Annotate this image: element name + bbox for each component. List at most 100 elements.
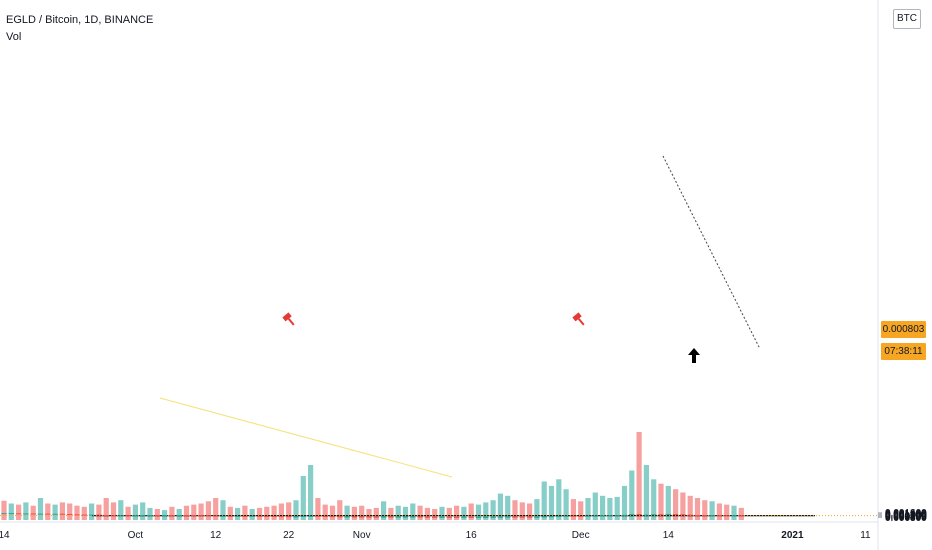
candle-body — [519, 516, 525, 518]
candle-body — [154, 515, 160, 517]
volume-bar — [673, 489, 679, 520]
candle-body — [541, 516, 547, 518]
candle-body — [432, 516, 438, 518]
volume-bar — [300, 476, 306, 520]
volume-bar — [651, 479, 657, 520]
volume-bar — [424, 507, 430, 520]
volume-bar — [716, 503, 722, 520]
candle-body — [497, 516, 504, 518]
volume-bar — [220, 500, 226, 520]
volume-bar — [592, 492, 598, 520]
y-tick-label: 0.000300 — [885, 513, 927, 524]
candle-body — [344, 516, 350, 518]
candle-body — [468, 516, 474, 518]
lower-trend-line — [159, 397, 453, 478]
candle-body — [672, 514, 679, 516]
candle-body — [205, 515, 212, 517]
volume-bar — [308, 465, 314, 520]
candle-body — [395, 516, 401, 518]
volume-bar — [417, 505, 423, 520]
symbol-title[interactable]: EGLD / Bitcoin, 1D, BINANCE — [6, 14, 154, 26]
volume-bar — [680, 492, 686, 520]
candle-body — [125, 515, 131, 517]
volume-bar — [548, 485, 555, 520]
volume-bar — [132, 504, 138, 520]
candle-body — [96, 514, 102, 516]
volume-bar — [724, 504, 730, 520]
volume-bar — [505, 495, 511, 520]
volume-bar — [556, 479, 562, 520]
candle-body — [30, 513, 36, 515]
candle-body — [585, 515, 591, 517]
candle-body — [183, 515, 190, 517]
volume-bar — [366, 509, 372, 520]
candle-body — [629, 514, 635, 516]
candle-body — [417, 516, 423, 518]
y-tick-label: 0.000700 — [885, 512, 927, 523]
volume-bar — [293, 500, 299, 520]
candle-body — [548, 516, 555, 518]
y-tick-label: 0.000400 — [885, 513, 927, 524]
candle-body — [103, 514, 109, 516]
candle-body — [74, 514, 80, 516]
candle-body — [359, 516, 365, 518]
candle-body — [570, 515, 577, 517]
candle-body — [293, 516, 299, 518]
candle-body — [366, 516, 372, 518]
volume-bar — [468, 503, 474, 520]
y-tick-label: 0.001100 — [885, 510, 926, 521]
volume-bar — [198, 503, 204, 520]
candle-body — [665, 514, 671, 516]
last-price-tag: 0.000803 — [881, 321, 926, 338]
candle-body — [52, 513, 58, 515]
candle-body — [176, 515, 182, 517]
candle-body — [169, 515, 175, 517]
currency-unit-badge[interactable]: BTC — [893, 9, 921, 29]
candle-body — [534, 516, 540, 518]
candle-body — [249, 515, 255, 517]
chart-legend: EGLD / Bitcoin, 1D, BINANCE Vol — [6, 12, 153, 46]
volume-bar — [125, 506, 131, 520]
volume-bar — [59, 502, 65, 520]
candle-body — [242, 515, 248, 517]
volume-bar — [454, 505, 460, 520]
volume-bar — [388, 507, 394, 520]
volume-bar — [395, 505, 401, 520]
candle-body — [67, 514, 73, 516]
candle-body — [578, 515, 584, 517]
descending-trend-line — [662, 155, 761, 350]
y-tick-label: 0.000600 — [885, 512, 927, 523]
candle-body — [15, 513, 22, 515]
volume-bar — [264, 506, 270, 520]
volume-bar — [658, 483, 664, 520]
candle-body — [636, 514, 642, 516]
volume-bar — [286, 502, 292, 520]
volume-bar — [439, 506, 445, 520]
volume-bar — [410, 503, 416, 520]
y-tick-label: 0.000500 — [885, 512, 927, 523]
candle-body — [227, 515, 233, 517]
volume-bar — [118, 500, 124, 520]
volume-bar — [541, 481, 547, 520]
volume-bar — [183, 505, 190, 520]
volume-bar — [30, 505, 36, 520]
y-tick-label: 0.001600 — [885, 508, 927, 519]
candle-body — [373, 516, 379, 518]
candle-body — [483, 516, 489, 518]
volume-bar — [483, 502, 489, 520]
up-arrow-icon — [688, 348, 700, 363]
volume-bar — [103, 498, 109, 520]
y-tick-label: 0.001500 — [885, 509, 927, 520]
candle-body — [643, 514, 650, 516]
volume-indicator-label[interactable]: Vol — [6, 31, 22, 43]
candle-body — [37, 513, 44, 515]
candle-body — [702, 515, 708, 517]
volume-bar — [621, 485, 628, 520]
volume-bar — [578, 501, 584, 520]
volume-bar — [614, 496, 620, 520]
candle-body — [592, 515, 598, 517]
volume-bar — [176, 509, 182, 520]
volume-bar — [738, 507, 744, 520]
